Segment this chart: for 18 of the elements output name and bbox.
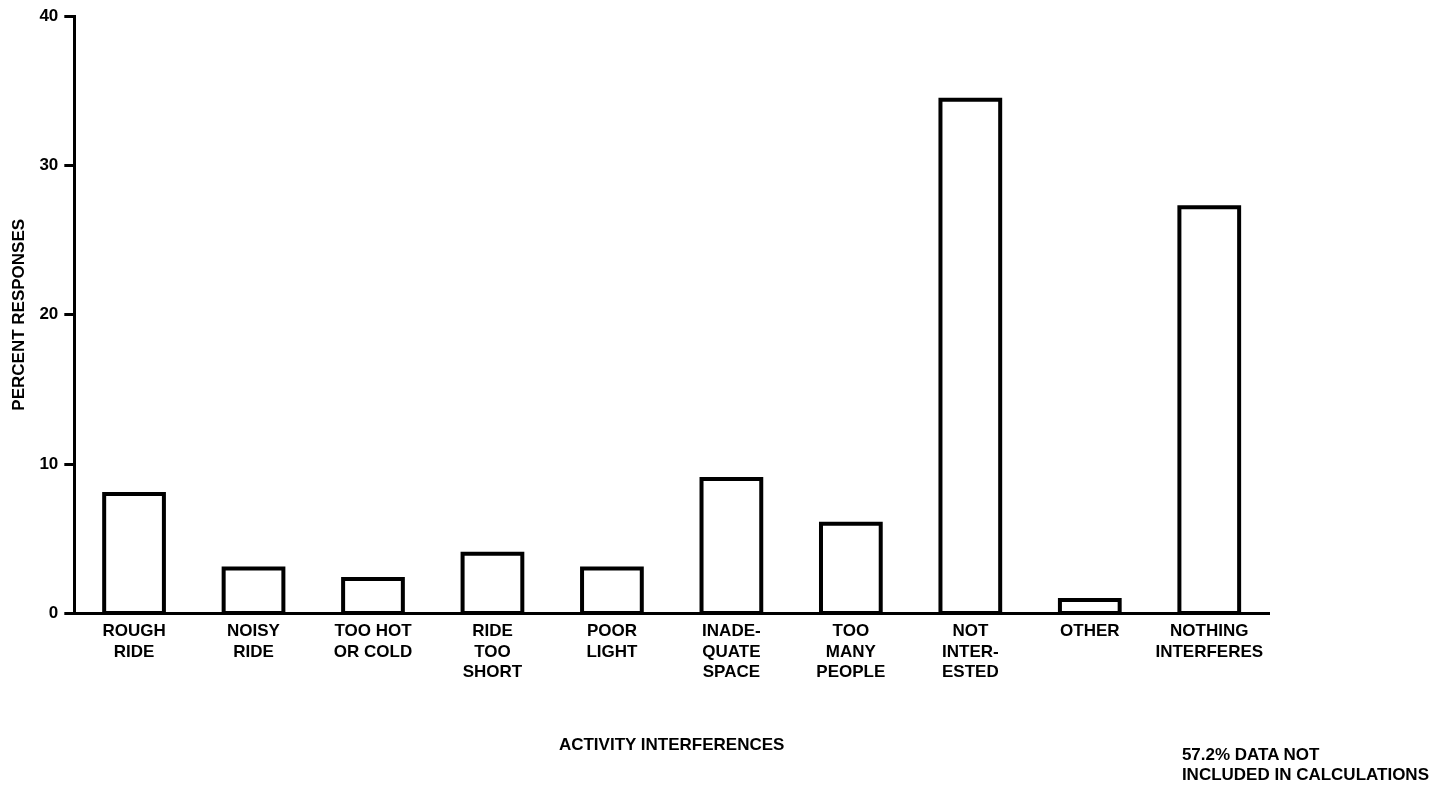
y-tick-label: 30 <box>39 155 59 175</box>
x-tick-label: RIDE TOO SHORT <box>462 621 523 682</box>
x-tick-label: NOISY RIDE <box>227 621 281 661</box>
x-tick-label: TOO MANY PEOPLE <box>816 621 886 682</box>
x-tick-label: NOT INTER- ESTED <box>941 621 999 682</box>
x-tick-label: OTHER <box>1060 621 1120 641</box>
text: 57.2% DATA NOT INCLUDED IN CALCULATIONS <box>1181 745 1429 785</box>
x-tick-label: TOO HOT OR COLD <box>333 621 413 661</box>
y-tick-label: 0 <box>48 603 59 623</box>
y-tick-label: 20 <box>39 304 59 324</box>
x-tick-label: ROUGH RIDE <box>102 621 166 661</box>
y-tick-label: 10 <box>39 453 59 473</box>
y-tick-label: 40 <box>39 5 59 25</box>
x-tick-label: INADE- QUATE SPACE <box>702 621 761 682</box>
x-tick-label: POOR LIGHT <box>586 621 639 661</box>
x-tick-label: NOTHING INTERFERES <box>1155 621 1264 661</box>
x-axis-title: ACTIVITY INTERFERENCES <box>558 735 785 755</box>
y-axis-title: PERCENT RESPONSES <box>8 218 28 411</box>
